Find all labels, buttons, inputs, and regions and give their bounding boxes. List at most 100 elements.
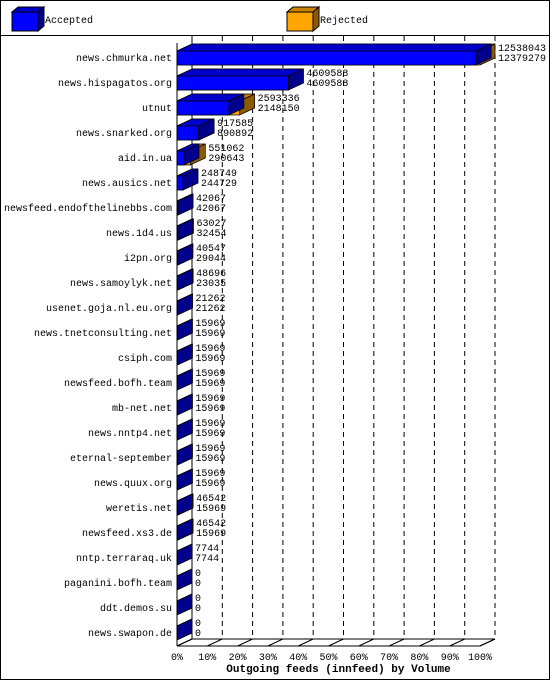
data-label: 7744 [195, 544, 219, 555]
data-label: 15969 [195, 419, 225, 430]
legend-label: Accepted [45, 15, 93, 27]
tick-mark [449, 638, 465, 647]
tick-mark [388, 638, 405, 647]
y-tick-label: mb-net.net [112, 403, 172, 415]
data-label: 15969 [196, 504, 226, 515]
y-tick-label: news.chmurka.net [76, 53, 172, 65]
swatch-front [11, 11, 39, 32]
bar-front [176, 200, 179, 216]
data-label: 15969 [195, 454, 225, 465]
data-label: 23035 [196, 279, 226, 290]
data-label: 7744 [195, 554, 219, 565]
bar [176, 143, 200, 166]
data-label: 46542 [196, 494, 226, 505]
data-label: 2593336 [258, 94, 300, 105]
data-label: 15969 [195, 319, 225, 330]
y-tick-label: news.swapon.de [88, 628, 172, 640]
data-label: 21262 [196, 304, 226, 315]
bar [176, 493, 193, 516]
data-label: 15969 [195, 479, 225, 490]
tick-mark [297, 638, 314, 647]
legend-swatch [285, 5, 321, 33]
bar [176, 168, 199, 191]
y-tick-label: news.ausics.net [82, 178, 172, 190]
bar [176, 443, 193, 466]
swatch-side [312, 5, 320, 33]
data-label: 15969 [195, 344, 225, 355]
data-label: 15969 [195, 369, 225, 380]
tick-mark [176, 638, 193, 647]
data-label: 42067 [196, 194, 226, 205]
bar [176, 543, 193, 566]
bar-top [176, 68, 304, 77]
bar [176, 193, 194, 216]
y-tick-label: i2pn.org [124, 253, 172, 265]
data-label: 551062 [208, 144, 244, 155]
data-label: 40547 [196, 244, 226, 255]
data-label: 15969 [195, 354, 225, 365]
bar-front [176, 150, 185, 166]
data-label: 290643 [208, 154, 244, 165]
x-axis-title: Outgoing feeds (innfeed) by Volume [226, 664, 451, 676]
bar [176, 518, 193, 541]
x-tick-label: 90% [441, 653, 459, 664]
bar-front [176, 50, 477, 66]
tick-mark [419, 638, 435, 647]
data-label: 244729 [201, 179, 237, 190]
data-label: 12379279 [498, 54, 546, 65]
bar [176, 68, 304, 91]
data-label: 2148150 [258, 104, 300, 115]
swatch-side [37, 5, 45, 33]
x-tick-label: 100% [468, 653, 492, 664]
data-label: 15969 [195, 469, 225, 480]
data-label: 21262 [196, 294, 226, 305]
tick-mark [207, 638, 223, 647]
x-tick-label: 80% [410, 653, 428, 664]
y-tick-label: aid.in.ua [118, 153, 172, 165]
bar [176, 218, 194, 241]
data-label: 15969 [195, 444, 225, 455]
bar [176, 368, 193, 391]
x-tick-label: 30% [259, 653, 277, 664]
legend-label: Rejected [320, 15, 368, 27]
y-tick-label: news.quux.org [94, 479, 172, 490]
bar-front [176, 175, 184, 191]
data-label: 42067 [196, 204, 226, 215]
x-tick-label: 10% [198, 653, 216, 664]
data-label: 917585 [217, 119, 253, 130]
tick-mark [328, 638, 344, 647]
y-tick-label: newsfeed.bofh.team [64, 378, 172, 390]
x-tick-label: 70% [380, 653, 398, 664]
x-tick-label: 40% [289, 653, 307, 664]
y-tick-label: eternal-september [70, 453, 172, 465]
bar-front [176, 125, 199, 141]
y-tick-label: news.1d4.us [106, 228, 172, 240]
y-tick-label: paganini.bofh.team [64, 578, 172, 590]
x-tick-label: 0% [171, 653, 183, 664]
bar [176, 293, 193, 316]
data-label: 0 [195, 579, 201, 590]
bar [176, 318, 193, 341]
data-label: 15969 [195, 394, 225, 405]
data-label: 0 [195, 604, 201, 615]
x-tick-label: 20% [229, 653, 247, 664]
y-tick-label: weretis.net [106, 503, 172, 515]
bar-front [176, 75, 289, 91]
data-label: 15969 [196, 529, 226, 540]
swatch-front [286, 11, 314, 32]
bar [176, 93, 245, 116]
bar [176, 468, 193, 491]
data-label: 15969 [195, 404, 225, 415]
bar-side [176, 593, 193, 616]
y-tick-label: utnut [142, 104, 172, 115]
data-label: 0 [195, 569, 201, 580]
data-label: 0 [195, 629, 201, 640]
bar [176, 43, 492, 66]
data-label: 48696 [196, 269, 226, 280]
bar [176, 118, 214, 141]
data-label: 4609588 [306, 69, 348, 80]
data-label: 15969 [195, 379, 225, 390]
bar-top [176, 43, 492, 52]
y-tick-label: news.nntp4.net [88, 429, 172, 440]
